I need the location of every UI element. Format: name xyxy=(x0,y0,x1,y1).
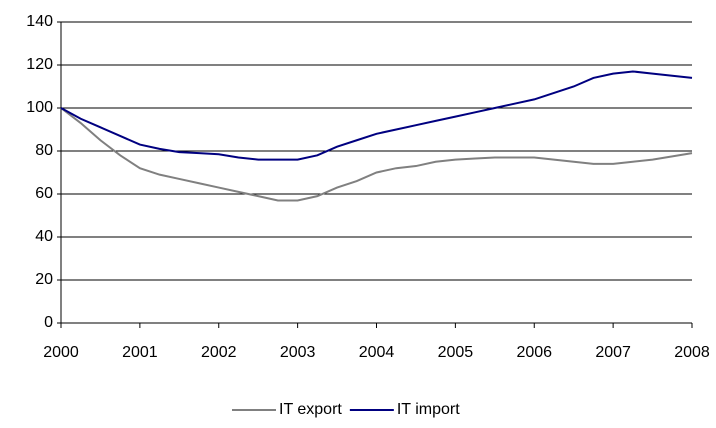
y-tick-label: 100 xyxy=(26,99,53,116)
legend-label: IT import xyxy=(397,401,460,418)
y-tick-label: 60 xyxy=(35,185,53,202)
y-tick-label: 120 xyxy=(26,56,53,73)
x-tick-label: 2004 xyxy=(359,344,395,361)
x-tick-label: 2007 xyxy=(595,344,631,361)
x-tick-label: 2006 xyxy=(516,344,552,361)
x-tick-label: 2001 xyxy=(122,344,158,361)
x-tick-label: 2008 xyxy=(674,344,710,361)
y-tick-label: 140 xyxy=(26,13,53,30)
series-line xyxy=(60,107,693,202)
x-tick-label: 2003 xyxy=(280,344,316,361)
x-tick-label: 2000 xyxy=(43,344,79,361)
y-tick-label: 20 xyxy=(35,271,53,288)
series-line xyxy=(60,70,693,161)
legend-label: IT export xyxy=(279,401,342,418)
y-tick-label: 0 xyxy=(44,314,53,331)
y-tick-label: 80 xyxy=(35,142,53,159)
x-tick-label: 2002 xyxy=(201,344,237,361)
y-tick-label: 40 xyxy=(35,228,53,245)
x-tick-label: 2005 xyxy=(438,344,474,361)
